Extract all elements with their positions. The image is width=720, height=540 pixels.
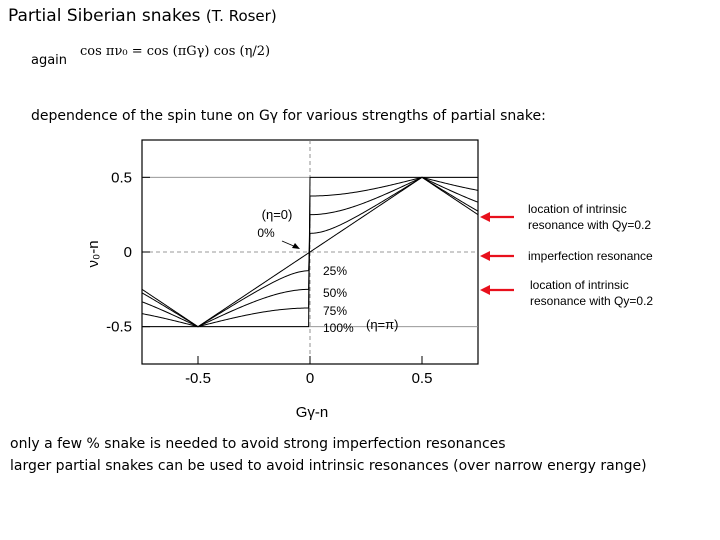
- spin-tune-figure: -0.5 0 0.5 0.5 0 -0.5 (η=0) 0% 25% 50% 75% 10…: [85, 139, 653, 421]
- x-tick-label: -0.5: [185, 370, 211, 387]
- y-tick-label: 0: [124, 244, 132, 261]
- y-axis-label: ν₀-n: [85, 240, 102, 267]
- callout-arrow-head: [480, 285, 490, 295]
- callout-line-2: resonance with Qy=0.2: [530, 294, 653, 308]
- callout-intrinsic-lower: location of intrinsic resonance with Qy=…: [480, 278, 653, 308]
- callout-line-1: location of intrinsic: [528, 202, 627, 216]
- subtitle: dependence of the spin tune on Gγ for va…: [31, 108, 546, 124]
- slide-title: Partial Siberian snakes (T. Roser): [8, 6, 277, 26]
- x-tick-label: 0.5: [412, 370, 433, 387]
- again-label: again: [31, 53, 68, 68]
- formula-text: cos πν₀ = cos (πGγ) cos (η/2): [80, 44, 271, 59]
- curve-label-0: 0%: [257, 226, 275, 240]
- callout-arrow-head: [480, 251, 490, 261]
- bottom-note-1: only a few % snake is needed to avoid st…: [10, 436, 506, 452]
- title-author: (T. Roser): [205, 7, 277, 25]
- curve-label-100: 100%: [323, 321, 354, 335]
- y-tick-label: -0.5: [106, 319, 132, 336]
- callout-imperfection: imperfection resonance: [480, 249, 653, 263]
- callout-line-1: location of intrinsic: [530, 278, 629, 292]
- spin-tune-curve: [142, 176, 478, 328]
- eta0-label: (η=0): [262, 207, 293, 222]
- bottom-note-2: larger partial snakes can be used to avo…: [10, 458, 647, 474]
- x-tick-label: 0: [306, 370, 314, 387]
- eta-pi-label: (η=π): [366, 317, 398, 332]
- curve-label-0-pointer-head: [292, 243, 300, 249]
- callout-line-1: imperfection resonance: [528, 249, 653, 263]
- title-text: Partial Siberian snakes: [8, 6, 201, 26]
- plot-curves: [141, 176, 479, 328]
- curve-label-50: 50%: [323, 286, 347, 300]
- callout-intrinsic-upper: location of intrinsic resonance with Qy=…: [480, 202, 651, 232]
- callout-arrow-head: [480, 212, 490, 222]
- plot-ticks: -0.5 0 0.5 0.5 0 -0.5: [106, 169, 432, 387]
- x-axis-label: Gγ-n: [296, 404, 329, 421]
- y-tick-label: 0.5: [111, 169, 132, 186]
- formula: cos πν₀ = cos (πGγ) cos (η/2): [80, 44, 270, 59]
- curve-label-25: 25%: [323, 264, 347, 278]
- callout-line-2: resonance with Qy=0.2: [528, 218, 651, 232]
- curve-label-75: 75%: [323, 304, 347, 318]
